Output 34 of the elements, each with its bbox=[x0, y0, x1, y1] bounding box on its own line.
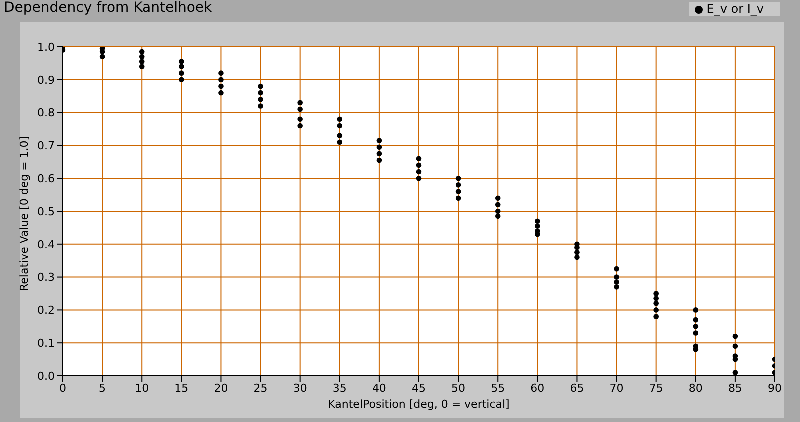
y-tick-label: 0.3 bbox=[38, 271, 55, 284]
x-tick-label: 15 bbox=[174, 382, 189, 395]
x-tick-label: 85 bbox=[728, 382, 742, 395]
x-tick-label: 0 bbox=[60, 382, 66, 395]
x-tick-label: 55 bbox=[491, 382, 506, 395]
y-tick-label: 0.6 bbox=[38, 172, 55, 186]
x-tick-label: 65 bbox=[570, 382, 584, 395]
x-tick-label: 80 bbox=[688, 382, 703, 395]
y-tick-label: 0.1 bbox=[38, 337, 55, 350]
y-axis-title: Relative Value [0 deg = 1.0] bbox=[18, 136, 31, 292]
x-tick-label: 50 bbox=[452, 382, 466, 395]
x-tick-label: 25 bbox=[254, 382, 268, 395]
x-tick-label: 90 bbox=[768, 382, 782, 395]
y-tick-label: 0.2 bbox=[38, 304, 55, 318]
x-tick-label: 20 bbox=[214, 382, 228, 395]
y-tick-label: 0.8 bbox=[38, 106, 55, 120]
x-tick-label: 70 bbox=[610, 382, 624, 395]
legend-label: E_v or I_v bbox=[706, 2, 764, 16]
x-tick-label: 45 bbox=[412, 382, 426, 395]
x-tick-label: 5 bbox=[99, 382, 106, 395]
y-tick-label: 0.7 bbox=[38, 140, 55, 153]
x-axis-title: KantelPosition [deg, 0 = vertical] bbox=[328, 398, 510, 411]
y-tick-label: 0.5 bbox=[38, 205, 55, 218]
x-tick-label: 60 bbox=[530, 382, 545, 395]
chart-title: Dependency from Kantelhoek bbox=[4, 0, 212, 16]
x-tick-label: 40 bbox=[372, 382, 386, 395]
y-tick-label: 0.9 bbox=[38, 74, 55, 87]
x-tick-label: 30 bbox=[293, 382, 308, 395]
y-tick-label: 1.0 bbox=[38, 40, 55, 54]
x-tick-label: 75 bbox=[649, 382, 664, 395]
y-tick-label: 0.4 bbox=[38, 238, 55, 252]
y-tick-label: 0.0 bbox=[38, 370, 55, 383]
x-tick-label: 35 bbox=[332, 382, 347, 395]
x-tick-label: 10 bbox=[135, 382, 150, 395]
